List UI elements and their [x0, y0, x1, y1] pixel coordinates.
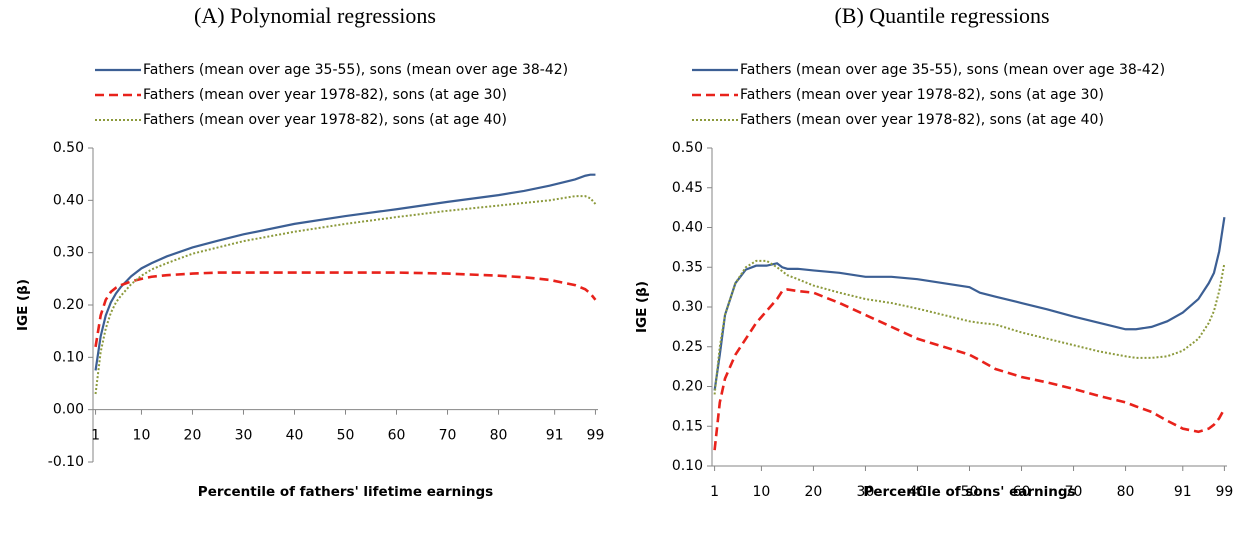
- x-tick-label: 99: [1215, 484, 1233, 500]
- y-tick-label: 0.10: [53, 349, 84, 365]
- y-tick-label: 0.30: [53, 245, 84, 261]
- x-tick-label: 30: [235, 428, 253, 444]
- legend-label: Fathers (mean over year 1978-82), sons (…: [143, 112, 507, 128]
- chart-title: (A) Polynomial regressions: [194, 3, 436, 28]
- x-tick-label: 10: [753, 484, 771, 500]
- y-tick-label: 0.30: [672, 299, 703, 315]
- x-tick-label: 99: [587, 428, 605, 444]
- x-tick-label: 1: [710, 484, 719, 500]
- y-tick-label: 0.00: [53, 402, 84, 418]
- x-tick-label: 40: [286, 428, 304, 444]
- series-line: [713, 288, 1226, 451]
- legend-label: Fathers (mean over year 1978-82), sons (…: [740, 87, 1104, 103]
- y-tick-label: 0.20: [53, 297, 84, 313]
- series-line: [713, 217, 1226, 391]
- legend-label: Fathers (mean over year 1978-82), sons (…: [143, 87, 507, 103]
- y-tick-label: 0.25: [672, 339, 703, 355]
- y-tick-label: 0.40: [53, 192, 84, 208]
- x-axis-label: Percentile of sons' earnings: [863, 484, 1075, 500]
- x-tick-label: 80: [490, 428, 508, 444]
- y-axis-label: IGE (β): [15, 279, 31, 331]
- chart-title: (B) Quantile regressions: [834, 3, 1049, 28]
- x-tick-label: 20: [184, 428, 202, 444]
- series-line: [94, 173, 596, 371]
- legend-label: Fathers (mean over year 1978-82), sons (…: [740, 112, 1104, 128]
- x-tick-label: 70: [1065, 484, 1083, 500]
- legend-label: Fathers (mean over age 35-55), sons (mea…: [740, 62, 1165, 78]
- x-tick-label: 80: [1117, 484, 1135, 500]
- x-tick-label: 1: [91, 428, 100, 444]
- y-tick-label: 0.50: [672, 140, 703, 156]
- x-tick-label: 10: [133, 428, 151, 444]
- y-tick-label: 0.10: [672, 458, 703, 474]
- y-tick-label: 0.15: [672, 418, 703, 434]
- y-tick-label: 0.40: [672, 220, 703, 236]
- y-axis-label: IGE (β): [634, 281, 650, 333]
- y-tick-label: 0.20: [672, 379, 703, 395]
- y-tick-label: 0.45: [672, 180, 703, 196]
- series-line: [94, 271, 597, 348]
- x-tick-label: 70: [439, 428, 457, 444]
- legend-label: Fathers (mean over age 35-55), sons (mea…: [143, 62, 568, 78]
- x-tick-label: 30: [857, 484, 875, 500]
- x-tick-label: 50: [961, 484, 979, 500]
- x-tick-label: 91: [546, 428, 564, 444]
- x-tick-label: 20: [805, 484, 823, 500]
- x-tick-label: 50: [337, 428, 355, 444]
- x-tick-label: 40: [909, 484, 927, 500]
- x-tick-label: 60: [388, 428, 406, 444]
- y-tick-label: -0.10: [48, 454, 84, 470]
- x-axis-label: Percentile of fathers' lifetime earnings: [198, 484, 493, 500]
- series-line: [94, 195, 597, 395]
- y-tick-label: 0.50: [53, 140, 84, 156]
- x-tick-label: 91: [1174, 484, 1192, 500]
- x-tick-label: 60: [1013, 484, 1031, 500]
- y-tick-label: 0.35: [672, 259, 703, 275]
